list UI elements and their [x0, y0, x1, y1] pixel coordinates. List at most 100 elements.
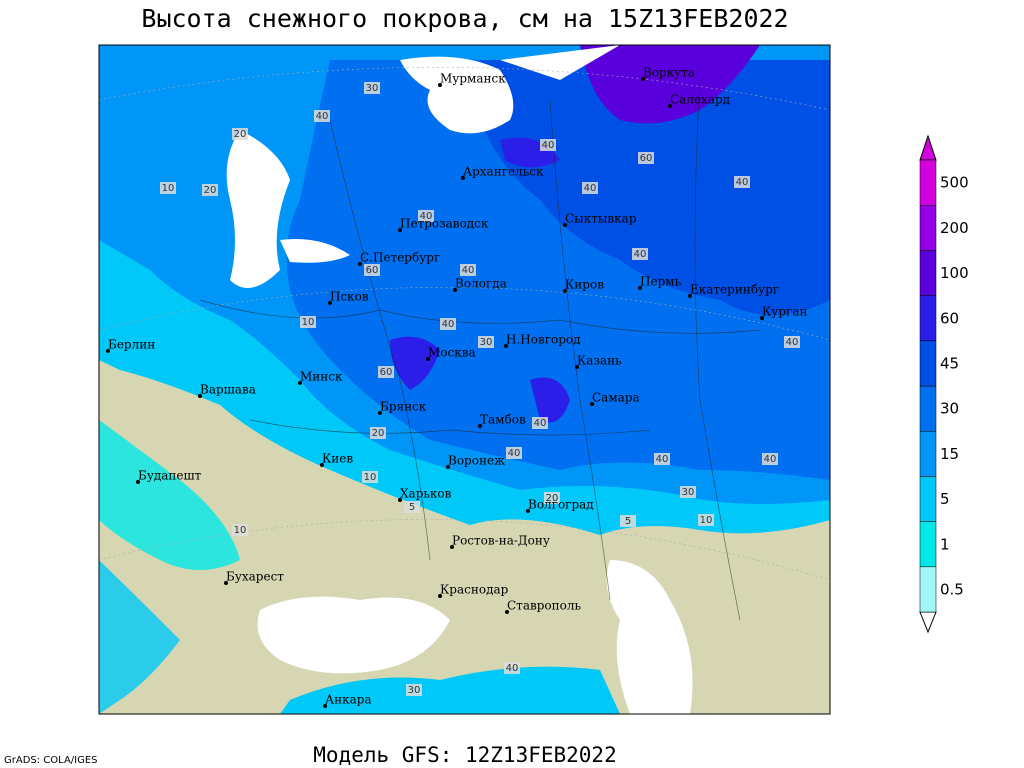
credit: GrADS: COLA/IGES — [4, 755, 98, 766]
contour-label: 60 — [380, 367, 393, 378]
contour-label-bg — [478, 336, 494, 348]
contour-label: 40 — [506, 663, 519, 674]
contour-label: 20 — [546, 493, 559, 504]
city-marker — [504, 344, 508, 348]
city-marker — [668, 104, 672, 108]
contour-label: 40 — [442, 319, 455, 330]
city-label: Тамбов — [480, 413, 526, 427]
contour-label-bg — [314, 110, 330, 122]
city-marker — [638, 286, 642, 290]
city-marker — [478, 424, 482, 428]
city-label: Варшава — [200, 383, 256, 397]
colorbar-extend-high — [919, 134, 937, 161]
city-marker — [563, 223, 567, 227]
contour-label: 30 — [408, 685, 421, 696]
colorbar-label: 15 — [940, 445, 959, 463]
city-marker — [575, 365, 579, 369]
contour-label-bg — [506, 447, 522, 459]
city-marker — [453, 288, 457, 292]
city-marker — [505, 610, 509, 614]
contour-label-bg — [300, 316, 316, 328]
city-marker — [320, 463, 324, 467]
colorbar-label: 0.5 — [940, 581, 964, 599]
city-marker — [358, 262, 362, 266]
colorbar-swatch — [919, 295, 937, 342]
contour-label: 30 — [480, 337, 493, 348]
city-label: Москва — [428, 346, 476, 360]
city-marker — [526, 509, 530, 513]
contour-label: 40 — [764, 454, 777, 465]
contour-label-bg — [698, 514, 714, 526]
city-label: Пермь — [640, 275, 682, 289]
colorbar-label: 30 — [940, 400, 959, 418]
city-label: Минск — [300, 370, 343, 384]
city-marker — [328, 301, 332, 305]
city-label: Вологда — [455, 277, 507, 291]
contour-label-bg — [638, 152, 654, 164]
model-caption: Модель GFS: 12Z13FEB2022 — [313, 743, 616, 767]
city-marker — [438, 83, 442, 87]
contour-label-bg — [762, 453, 778, 465]
colorbar-swatch — [919, 340, 937, 387]
colorbar-label: 500 — [940, 174, 969, 192]
colorbar-label: 100 — [940, 264, 969, 282]
contour-label-bg — [232, 128, 248, 140]
contour-label: 30 — [366, 83, 379, 94]
city-label: Сыктывкар — [565, 212, 637, 226]
colorbar-label: 45 — [940, 355, 959, 373]
contour-label-bg — [362, 471, 378, 483]
contour-label: 5 — [409, 502, 415, 513]
city-label: Самара — [592, 391, 640, 405]
colorbar-swatch — [919, 521, 937, 568]
contour-label-bg — [202, 184, 218, 196]
city-label: Петрозаводск — [400, 217, 489, 231]
contour-label-bg — [364, 82, 380, 94]
colorbar-swatch — [919, 385, 937, 432]
contour-label-bg — [418, 210, 434, 222]
contour-label: 40 — [584, 183, 597, 194]
contour-label-bg — [540, 139, 556, 151]
city-marker — [590, 402, 594, 406]
contour-label-bg — [582, 182, 598, 194]
contour-label: 40 — [508, 448, 521, 459]
colorbar-label: 60 — [940, 309, 959, 327]
city-label: Краснодар — [440, 583, 509, 597]
contour-label-bg — [532, 417, 548, 429]
contour-label-bg — [440, 318, 456, 330]
city-marker — [323, 704, 327, 708]
contour-label-bg — [620, 515, 636, 527]
city-marker — [461, 176, 465, 180]
contour-label: 60 — [366, 265, 379, 276]
contour-label: 10 — [700, 515, 713, 526]
city-label: Бухарест — [226, 570, 284, 584]
city-label: Ростов-на-Дону — [452, 534, 550, 548]
colorbar-swatch — [919, 250, 937, 296]
colorbar-extend-low — [919, 611, 937, 634]
colorbar-swatch — [919, 159, 937, 206]
contour-label: 5 — [625, 516, 631, 527]
city-marker — [438, 594, 442, 598]
city-marker — [198, 394, 202, 398]
city-label: Ставрополь — [507, 599, 581, 613]
contour-label: 20 — [372, 428, 385, 439]
city-label: С.Петербург — [360, 251, 440, 265]
contour-label: 20 — [234, 129, 247, 140]
contour-label-bg — [364, 264, 380, 276]
contour-label-bg — [378, 366, 394, 378]
city-marker — [136, 480, 140, 484]
contour-label-bg — [784, 336, 800, 348]
city-marker — [760, 316, 764, 320]
contour-label-bg — [654, 453, 670, 465]
map-frame — [98, 44, 831, 715]
contour-label: 10 — [364, 472, 377, 483]
city-marker — [398, 498, 402, 502]
city-marker — [106, 349, 110, 353]
colorbar-swatch — [919, 430, 937, 477]
colorbar-label: 1 — [940, 535, 950, 553]
city-label: Волгоград — [528, 498, 594, 512]
contour-label-bg — [370, 427, 386, 439]
city-marker — [224, 581, 228, 585]
map — [99, 45, 830, 714]
